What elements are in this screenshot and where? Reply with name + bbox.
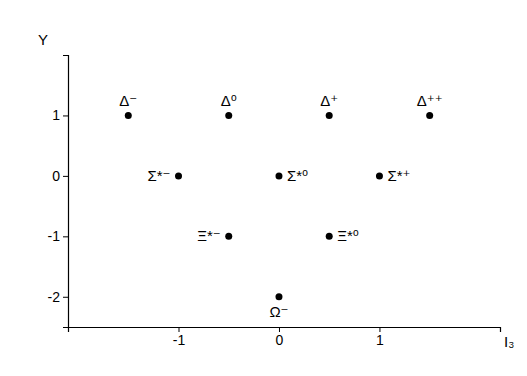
- tick: -2: [48, 289, 68, 305]
- point-label: Ξ*⁰: [337, 227, 359, 244]
- point-label: Δ⁺⁺: [417, 92, 443, 109]
- tick: -1: [48, 228, 68, 244]
- point: [376, 172, 383, 179]
- tick-mark: [63, 236, 68, 237]
- point-label: Δ⁰: [221, 92, 237, 109]
- tick-label: -1: [48, 228, 61, 244]
- tick-label: 0: [52, 168, 60, 184]
- points: [125, 112, 433, 300]
- x-axis-title: I₃: [504, 333, 514, 350]
- tick-mark: [63, 176, 68, 177]
- point-label: Σ*⁰: [287, 167, 308, 184]
- point-label: Σ*⁺: [387, 167, 410, 184]
- tick: 0: [52, 168, 68, 184]
- axis-line: [69, 328, 501, 333]
- point: [326, 112, 333, 119]
- point-label: Δ⁻: [119, 92, 137, 109]
- point: [326, 233, 333, 240]
- point: [225, 233, 232, 240]
- tick-label: 1: [376, 332, 384, 348]
- x-axis: -1 0 1: [69, 327, 501, 348]
- plot: -1 0 1 -2 -1 0 1 Δ⁻ Δ⁰ Δ⁺ Δ⁺⁺ Σ*⁻ Σ*⁰ Σ*⁺ Ξ*⁻ Ξ*⁰ Ω⁻: [48, 56, 501, 348]
- point: [225, 112, 232, 119]
- point: [175, 172, 182, 179]
- tick-mark: [63, 115, 68, 116]
- tick-label: 1: [52, 107, 60, 123]
- tick: 1: [52, 107, 68, 123]
- chart: -1 0 1 -2 -1 0 1 Δ⁻ Δ⁰ Δ⁺ Δ⁺⁺ Σ*⁻ Σ*⁰ Σ*⁺ Ξ*⁻ Ξ*⁰ Ω⁻ Y I₃: [0, 0, 527, 376]
- point: [275, 172, 282, 179]
- point: [426, 112, 433, 119]
- point-label: Ω⁻: [269, 303, 288, 320]
- point-label: Σ*⁻: [147, 167, 170, 184]
- axis-line: [63, 56, 69, 328]
- point: [125, 112, 132, 119]
- tick-label: -1: [173, 332, 186, 348]
- point: [275, 293, 282, 300]
- point-label: Ξ*⁻: [197, 227, 221, 244]
- y-axis: -2 -1 0 1: [48, 56, 69, 328]
- tick: 0: [276, 327, 284, 348]
- tick: 1: [376, 327, 384, 348]
- tick-label: 0: [276, 332, 284, 348]
- tick: -1: [173, 327, 186, 348]
- y-axis-title: Y: [38, 31, 48, 48]
- point-label: Δ⁺: [320, 92, 338, 109]
- tick-mark: [63, 297, 68, 298]
- tick-label: -2: [48, 289, 61, 305]
- point-labels: Δ⁻ Δ⁰ Δ⁺ Δ⁺⁺ Σ*⁻ Σ*⁰ Σ*⁺ Ξ*⁻ Ξ*⁰ Ω⁻: [119, 92, 442, 319]
